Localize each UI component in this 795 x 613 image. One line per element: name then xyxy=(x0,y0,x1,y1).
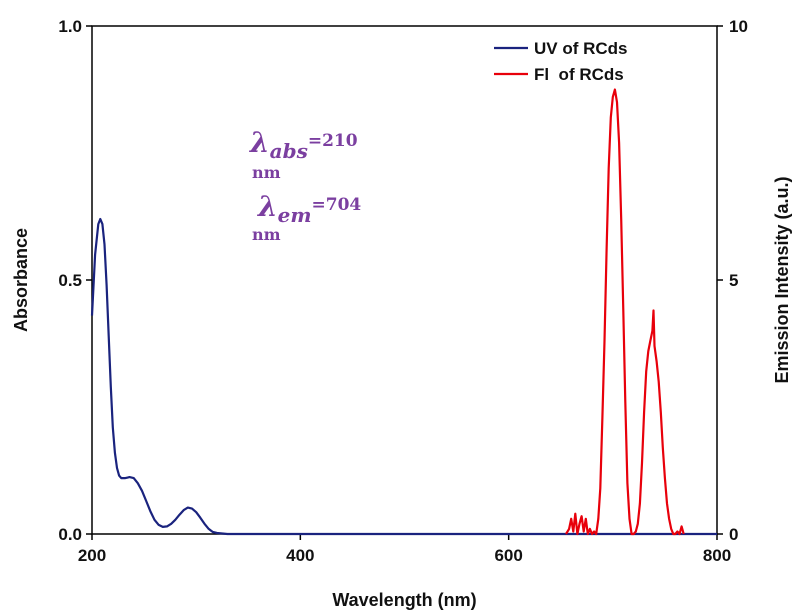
y-tick-label-left: 0.0 xyxy=(58,525,82,544)
annotation-abs-sub: abs xyxy=(270,139,308,163)
annotation-abs-symbol: λ xyxy=(249,126,270,159)
y-axis-label-right: Emission Intensity (a.u.) xyxy=(772,176,792,383)
annotation-em-unit: nm xyxy=(252,225,281,244)
annotation-abs: λabs=210 xyxy=(249,126,358,163)
x-tick-label: 600 xyxy=(494,546,522,565)
annotation-em-sub: em xyxy=(278,203,312,227)
annotation-em: λem=704 xyxy=(257,190,361,227)
y-tick-label-right: 0 xyxy=(729,525,738,544)
y-tick-label-left: 0.5 xyxy=(58,271,82,290)
series-line-fl xyxy=(565,88,685,536)
annotation-abs-value: =210 xyxy=(308,131,358,151)
annotation-em-symbol: λ xyxy=(257,190,278,223)
legend-label-uv: UV of RCds xyxy=(534,39,628,58)
x-tick-label: 200 xyxy=(78,546,106,565)
peak-annotations: λabs=210 nm λem=704 nm xyxy=(249,126,361,244)
y-tick-label-right: 10 xyxy=(729,17,748,36)
legend: UV of RCds Fl of RCds xyxy=(494,39,628,84)
annotation-abs-unit: nm xyxy=(252,163,281,182)
series-line-uv xyxy=(90,217,717,536)
x-axis-label: Wavelength (nm) xyxy=(332,590,476,610)
annotation-em-value: =704 xyxy=(312,195,362,215)
legend-label-fl: Fl of RCds xyxy=(534,65,624,84)
x-tick-label: 400 xyxy=(286,546,314,565)
y-axis-label-left: Absorbance xyxy=(11,228,31,332)
axis-ticks: 200 400 600 800 0.0 0.5 1.0 0 5 10 xyxy=(58,17,748,565)
y-tick-label-left: 1.0 xyxy=(58,17,82,36)
x-tick-label: 800 xyxy=(703,546,731,565)
y-tick-label-right: 5 xyxy=(729,271,738,290)
